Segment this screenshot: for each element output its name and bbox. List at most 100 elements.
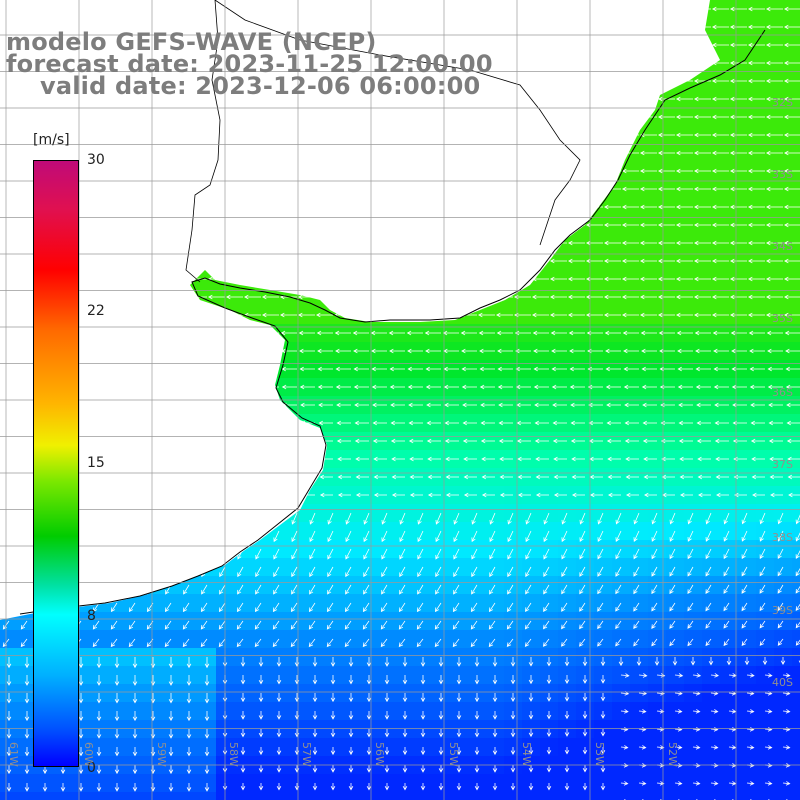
- wind-arrow: [705, 512, 712, 525]
- wind-arrow: [669, 638, 676, 647]
- wind-arrow: [622, 222, 639, 228]
- wind-arrow: [510, 747, 516, 755]
- wind-arrow: [692, 781, 701, 786]
- wind-arrow: [327, 512, 334, 525]
- wind-arrow: [168, 783, 174, 792]
- lat-label: 34S: [772, 240, 793, 253]
- wind-arrow: [705, 638, 712, 647]
- wind-arrow: [564, 711, 570, 720]
- wind-arrow: [550, 294, 567, 300]
- wind-arrow: [620, 709, 629, 714]
- wind-arrow: [355, 474, 369, 480]
- wind-arrow: [492, 747, 498, 756]
- wind-arrow: [766, 294, 783, 300]
- wind-arrow: [741, 620, 748, 629]
- wind-arrow: [489, 566, 496, 578]
- wind-arrow: [561, 530, 568, 543]
- wind-arrow: [766, 132, 783, 138]
- wind-arrow: [748, 222, 765, 228]
- lat-label: 33S: [772, 168, 793, 181]
- wind-arrow: [96, 765, 102, 775]
- wind-arrow: [453, 566, 460, 578]
- wind-arrow: [674, 745, 683, 750]
- wind-arrow: [705, 566, 712, 577]
- wind-arrow: [407, 384, 423, 390]
- wind-arrow: [748, 96, 765, 102]
- wind-arrow: [492, 693, 498, 703]
- wind-arrow: [723, 638, 730, 647]
- wind-arrow: [533, 384, 549, 390]
- wind-arrow: [640, 276, 657, 282]
- wind-arrow: [731, 384, 747, 390]
- wind-arrow: [766, 222, 783, 228]
- wind-arrow: [656, 781, 665, 786]
- wind-arrow: [390, 438, 405, 444]
- wind-arrow: [633, 530, 640, 542]
- wind-arrow: [132, 747, 138, 757]
- lat-label: 38S: [772, 531, 793, 544]
- wind-arrow: [435, 548, 442, 560]
- wind-arrow: [788, 492, 800, 498]
- wind-arrow: [532, 294, 549, 300]
- wind-arrow: [622, 312, 639, 318]
- wind-arrow: [651, 620, 658, 629]
- wind-arrow: [515, 348, 531, 354]
- wind-arrow: [20, 620, 28, 630]
- wind-arrow: [640, 258, 657, 264]
- lon-label: 56W: [373, 742, 386, 767]
- wind-arrow: [669, 584, 676, 595]
- wind-arrow: [777, 530, 784, 542]
- wind-arrow: [568, 258, 585, 264]
- wind-arrow: [497, 384, 513, 390]
- wind-arrow: [528, 765, 534, 773]
- land-area: [0, 0, 720, 620]
- wind-arrow: [712, 312, 729, 318]
- wind-arrow: [582, 693, 588, 702]
- wind-arrow: [330, 711, 336, 720]
- wind-arrow: [453, 548, 460, 560]
- wind-arrow: [749, 348, 765, 354]
- wind-arrow: [312, 729, 318, 738]
- wind-arrow: [276, 675, 282, 685]
- wind-arrow: [604, 294, 621, 300]
- wind-arrow: [258, 783, 264, 791]
- wind-arrow: [132, 765, 138, 775]
- river-border: [185, 0, 581, 283]
- wind-arrow: [677, 348, 693, 354]
- wind-arrow: [309, 566, 316, 578]
- wind-arrow: [618, 657, 624, 667]
- wind-arrow: [373, 474, 387, 480]
- colorbar-tick: 30: [87, 152, 105, 168]
- wind-cell: [378, 792, 396, 800]
- wind-arrow: [240, 711, 246, 720]
- valid-date: valid date: 2023-12-06 06:00:00: [40, 72, 481, 100]
- wind-cell: [792, 792, 800, 800]
- wind-arrow: [640, 168, 657, 174]
- wind-arrow: [571, 474, 585, 480]
- wind-arrow: [258, 747, 264, 756]
- wind-arrow: [730, 186, 747, 192]
- wind-arrow: [182, 620, 190, 630]
- wind-arrow: [319, 474, 333, 480]
- wind-arrow: [344, 638, 352, 648]
- wind-arrow: [384, 765, 390, 773]
- wind-arrow: [471, 548, 478, 560]
- wind-arrow: [438, 747, 444, 756]
- wind-arrow: [786, 402, 800, 408]
- wind-arrow: [564, 729, 570, 737]
- wind-arrow: [782, 709, 791, 714]
- wind-cell: [594, 792, 612, 800]
- wind-arrow: [517, 474, 531, 480]
- wind-arrow: [226, 294, 243, 300]
- wind-arrow: [309, 512, 316, 525]
- wind-arrow: [533, 348, 549, 354]
- wind-arrow: [240, 729, 246, 738]
- wind-arrow: [730, 294, 747, 300]
- wind-arrow: [273, 584, 280, 595]
- wind-arrow: [795, 567, 800, 577]
- wind-arrow: [620, 781, 629, 786]
- wind-arrow: [759, 566, 766, 577]
- wind-arrow: [372, 420, 387, 426]
- wind-arrow: [679, 456, 693, 462]
- wind-arrow: [453, 584, 460, 595]
